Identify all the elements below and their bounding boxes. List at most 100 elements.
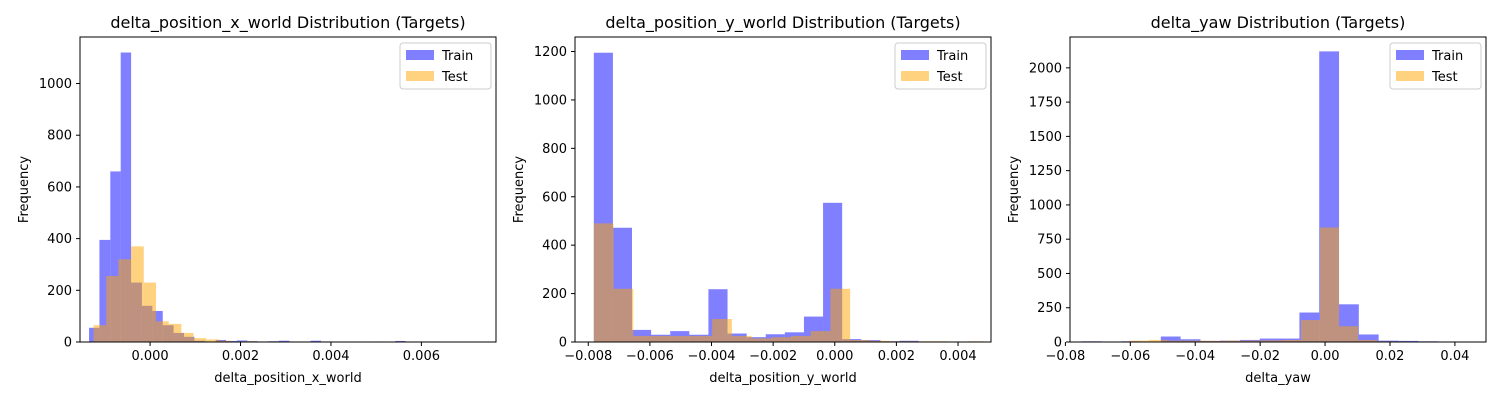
bar-train: [1358, 334, 1379, 342]
bar-test: [692, 335, 713, 342]
x-axis-label: delta_position_y_world: [709, 371, 856, 386]
bar-test: [712, 319, 732, 342]
y-axis-label: Frequency: [1007, 156, 1022, 223]
x-tick-label: 0.006: [403, 349, 440, 364]
chart-panel-2: −0.008 −0.006 −0.004 −0.002 0.000 0.002 0.004 0…: [512, 13, 992, 386]
x-tick-label: −0.002: [749, 349, 797, 364]
y-tick-label: 400: [542, 239, 567, 254]
y-tick-label: 500: [1037, 267, 1062, 282]
bar-test: [1281, 339, 1301, 342]
bar-train: [1259, 338, 1280, 342]
bar-test: [633, 335, 653, 342]
bar-test: [155, 321, 169, 342]
bar-train: [120, 52, 132, 342]
bar-test: [830, 288, 851, 342]
axes-frame: [1069, 36, 1487, 343]
y-tick-label: 200: [542, 287, 567, 302]
bar-test: [613, 288, 634, 342]
y-tick-label: 800: [542, 142, 567, 157]
chart-title: delta_yaw Distribution (Targets): [1151, 13, 1406, 33]
x-tick-label: 0.000: [816, 349, 853, 364]
x-axis-label: delta_position_x_world: [214, 371, 361, 386]
chart-panel-3: −0.08 −0.06 −0.04 −0.02 0.00 0.02 0.04 0 250 500 7…: [1007, 13, 1487, 386]
y-tick-label: 1000: [1029, 198, 1062, 213]
y-tick-label: 750: [1037, 233, 1062, 248]
bar-train: [1398, 340, 1419, 342]
x-tick-label: 0.02: [1376, 349, 1405, 364]
y-tick-label: 0: [559, 336, 567, 351]
x-tick-label: −0.02: [1240, 349, 1280, 364]
y-axis-label: Frequency: [17, 156, 32, 223]
bar-test: [193, 338, 207, 342]
legend: Train Test: [1389, 42, 1482, 90]
bar-test: [593, 223, 614, 342]
x-tick-label: 0.002: [222, 349, 259, 364]
series-test: [93, 246, 482, 342]
y-tick-label: 1200: [534, 45, 567, 60]
bar-test: [850, 340, 870, 342]
bar-train: [310, 340, 322, 342]
bar-test: [1129, 340, 1149, 342]
y-axis-label: Frequency: [512, 156, 527, 223]
bar-test: [1320, 227, 1340, 342]
x-tick-label: −0.008: [564, 349, 612, 364]
y-tick-label: 200: [47, 284, 72, 299]
bar-test: [791, 335, 811, 342]
bar-test: [869, 340, 890, 342]
bar-train: [278, 340, 290, 342]
bar-test: [206, 339, 219, 342]
bar-test: [118, 259, 132, 342]
bar-train: [99, 239, 111, 342]
legend-swatch-train: [406, 50, 434, 60]
bar-test: [1300, 320, 1320, 342]
legend: Train Test: [894, 42, 987, 90]
bar-test: [652, 335, 673, 342]
y-tick-label: 0: [64, 336, 72, 351]
y-tick-label: 1000: [534, 93, 567, 108]
bar-train: [110, 171, 121, 342]
bar-test: [1167, 340, 1187, 342]
legend-label-train: Train: [1431, 49, 1463, 64]
y-tick-label: 1250: [1029, 164, 1062, 179]
y-tick-label: 250: [1037, 301, 1062, 316]
y-tick-label: 1500: [1029, 130, 1062, 145]
bar-test: [106, 276, 119, 342]
chart-title: delta_position_y_world Distribution (Tar…: [605, 13, 960, 33]
x-tick-label: 0.004: [939, 349, 976, 364]
bar-test: [1243, 340, 1263, 342]
bar-test: [181, 332, 194, 342]
bar-test: [1358, 339, 1378, 342]
y-tick-label: 2000: [1029, 61, 1062, 76]
bar-test: [731, 335, 752, 342]
legend-swatch-train: [1396, 50, 1424, 60]
legend-label-test: Test: [936, 70, 963, 85]
bar-test: [810, 331, 831, 342]
bar-train: [1160, 336, 1181, 342]
legend-swatch-test: [901, 71, 929, 81]
bar-test: [143, 282, 156, 342]
bar-train: [395, 340, 406, 342]
legend-label-test: Test: [441, 70, 468, 85]
bar-test: [672, 335, 693, 342]
y-tick-label: 0: [1054, 336, 1062, 351]
legend: Train Test: [399, 42, 492, 90]
x-tick-label: −0.08: [1045, 349, 1085, 364]
chart-title: delta_position_x_world Distribution (Tar…: [110, 13, 465, 33]
bar-test: [218, 340, 232, 342]
x-tick-label: −0.004: [687, 349, 735, 364]
axes-frame: [79, 36, 497, 343]
bar-train: [236, 340, 248, 342]
series-test: [593, 223, 984, 342]
x-tick-label: 0.000: [131, 349, 168, 364]
bar-test: [751, 338, 772, 342]
y-tick-label: 1000: [39, 77, 72, 92]
legend-label-test: Test: [1431, 70, 1458, 85]
x-tick-label: −0.006: [626, 349, 674, 364]
bar-test: [1262, 340, 1282, 342]
bar-test: [131, 246, 144, 342]
y-tick-label: 600: [47, 180, 72, 195]
y-tick-label: 800: [47, 129, 72, 144]
x-tick-label: 0.002: [878, 349, 915, 364]
